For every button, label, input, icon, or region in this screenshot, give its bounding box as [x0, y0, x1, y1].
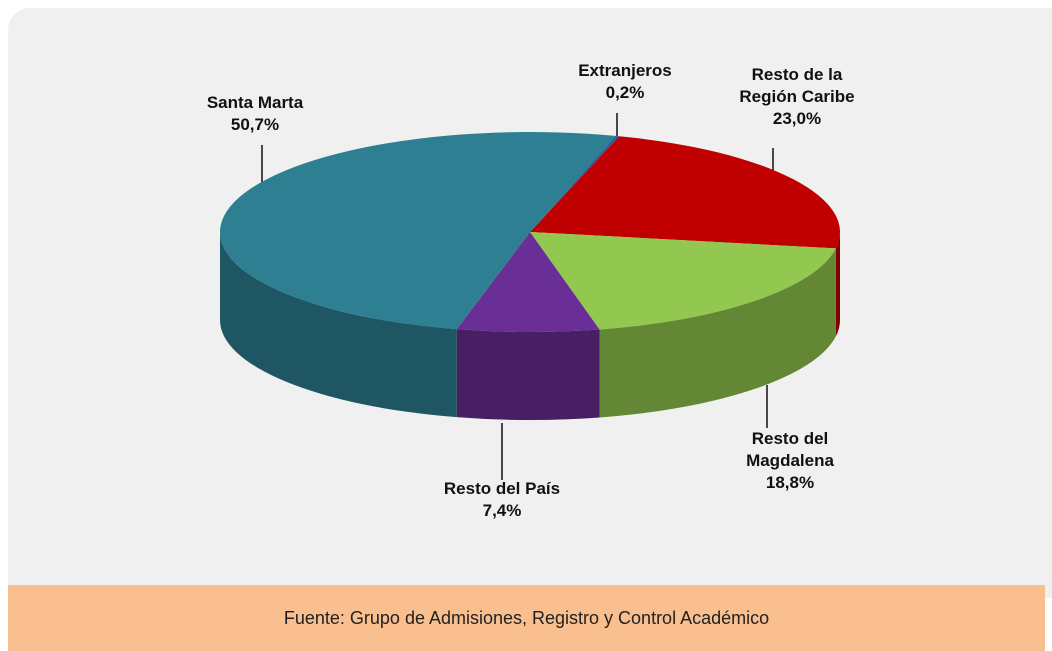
- slice-name: Resto de la Región Caribe: [739, 65, 855, 106]
- slice-value: 7,4%: [482, 501, 522, 520]
- slice-side-shade: [599, 248, 836, 418]
- slice-name: Resto del Magdalena: [746, 429, 834, 470]
- slice-side: [599, 248, 836, 418]
- slice-side: [835, 232, 841, 337]
- data-label: Resto del Magdalena 18,8%: [690, 428, 890, 494]
- data-label: Resto del País 7,4%: [402, 478, 602, 522]
- data-label: Santa Marta 50,7%: [155, 92, 355, 136]
- source-note: Fuente: Grupo de Admisiones, Registro y …: [8, 585, 1045, 651]
- pie-slice: [456, 232, 600, 332]
- data-label: Extranjeros 0,2%: [525, 60, 725, 104]
- slice-side-shade: [835, 232, 841, 337]
- pie-sides: [220, 232, 841, 420]
- slice-side: [220, 232, 457, 418]
- slice-name: Resto del País: [443, 479, 561, 498]
- slice-value: 0,2%: [605, 83, 645, 102]
- slice-name: Santa Marta: [206, 93, 304, 112]
- slice-name: Extranjeros: [578, 61, 672, 80]
- slice-value: 50,7%: [230, 115, 280, 134]
- pie-tops: [220, 132, 840, 332]
- pie-slice: [220, 132, 616, 330]
- data-label: Resto de la Región Caribe 23,0%: [697, 64, 897, 130]
- slice-value: 18,8%: [765, 473, 815, 492]
- pie-slice: [530, 135, 620, 232]
- slice-side-shade: [456, 329, 600, 420]
- pie-slice: [530, 232, 836, 330]
- slice-side: [456, 329, 600, 420]
- pie-slice: [530, 136, 840, 249]
- slice-side-shade: [220, 232, 457, 418]
- slice-value: 23,0%: [772, 109, 822, 128]
